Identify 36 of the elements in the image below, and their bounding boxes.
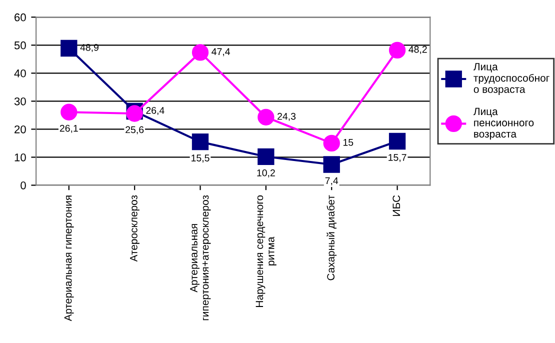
y-tick-label: 50	[14, 41, 26, 50]
data-label: 26,4	[146, 106, 164, 116]
data-label: 15,7	[388, 154, 406, 162]
data-label: 25,6	[126, 126, 144, 134]
legend-label: Лица трудоспособног о возраста	[474, 63, 550, 95]
data-label: 48,2	[408, 46, 427, 54]
data-label: 15	[343, 139, 354, 146]
legend-label: Лица пенсионного возраста	[474, 108, 534, 140]
data-label: 26,1	[60, 124, 78, 133]
x-tick-label: Атеросклероз	[130, 195, 140, 262]
point	[323, 134, 340, 152]
data-label: 15,5	[192, 154, 210, 163]
point	[258, 148, 274, 165]
y-tick-label: 60	[14, 13, 26, 22]
data-label: 47,4	[212, 48, 230, 56]
x-tick-label: Сахарный диабет	[326, 195, 337, 280]
point	[388, 42, 406, 59]
point	[192, 44, 209, 61]
y-tick-label: 10	[14, 153, 26, 162]
point	[192, 133, 209, 150]
y-tick-label: 0	[20, 181, 26, 190]
point	[258, 108, 274, 126]
y-tick-label: 30	[14, 97, 26, 106]
point	[388, 132, 406, 150]
point	[323, 156, 340, 173]
x-tick-label: Артериальная гипертония	[64, 196, 74, 322]
y-tick-label: 40	[14, 69, 26, 78]
x-tick-label: Нарушения сердечного ритма	[256, 195, 276, 307]
x-tick-label: ИБС	[392, 195, 400, 216]
point	[60, 40, 78, 57]
point	[60, 104, 78, 120]
y-tick-label: 20	[14, 125, 26, 134]
data-label: 7,4	[325, 177, 338, 186]
data-label: 10,2	[257, 169, 275, 178]
x-tick-label: Артериальная гипертония+атеросклероз	[190, 195, 211, 320]
data-label: 24,3	[278, 112, 296, 121]
